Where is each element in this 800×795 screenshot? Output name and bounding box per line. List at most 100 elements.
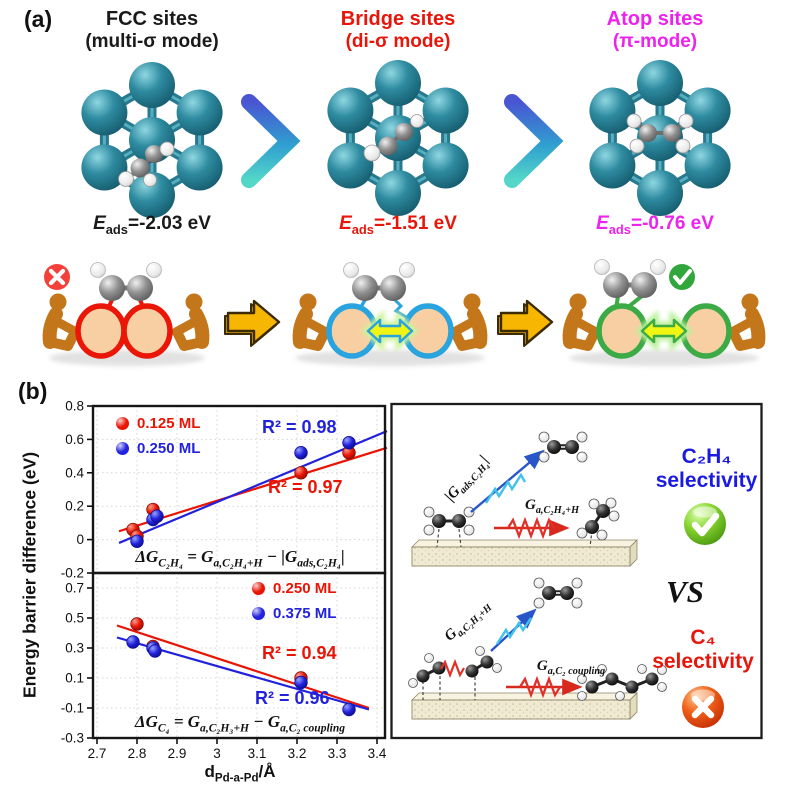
svg-text:2.8: 2.8 [128, 746, 147, 761]
svg-text:0.2: 0.2 [65, 499, 84, 514]
check-badge-glossy-icon [684, 503, 726, 545]
y-axis-label: Energy barrier difference (eV) [19, 451, 40, 699]
carbon-atom [380, 275, 406, 301]
legend-label: 0.125 ML [137, 415, 201, 432]
carbon-atom [127, 275, 153, 301]
carbon-atom [603, 272, 629, 298]
c2h4-selectivity-word: selectivity [655, 469, 758, 492]
series-marker-icon [116, 417, 129, 430]
r-squared-label: R² = 0.97 [268, 477, 343, 497]
data-point [130, 534, 144, 548]
svg-text:0.6: 0.6 [65, 432, 84, 447]
svg-text:0.1: 0.1 [65, 671, 84, 686]
chevron-right-icon [504, 94, 564, 188]
svg-text:0.7: 0.7 [65, 581, 84, 596]
legend-item: 0.125 ML [116, 415, 200, 432]
panel-b-label: (b) [18, 378, 48, 404]
site-title-atop: Atop sites [606, 8, 704, 30]
ethyl-molecule [576, 497, 620, 541]
legend-item: 0.250 ML [252, 580, 336, 597]
data-point [126, 635, 140, 649]
barrier-label-ga-c2h4h: Ga,C₂H₄+H [524, 497, 580, 516]
site-title-bridge: Bridge sites [340, 8, 456, 30]
svg-text:3.1: 3.1 [248, 746, 267, 761]
legend-item: 0.375 ML [252, 605, 336, 622]
svg-text:-0.2: -0.2 [61, 566, 84, 581]
cross-badge-icon [44, 264, 70, 290]
svg-text:0.8: 0.8 [65, 399, 84, 414]
r-squared-label: R² = 0.96 [255, 688, 330, 708]
svg-text:3.3: 3.3 [328, 746, 347, 761]
site-subtitle-bridge: (di-σ mode) [345, 31, 451, 52]
pd-cluster-atop [589, 60, 730, 216]
adsorbate-pi [626, 113, 694, 154]
svg-text:-0.3: -0.3 [61, 731, 84, 746]
energy-spring [519, 675, 561, 699]
adsorbate-di-sigma [363, 114, 424, 162]
check-badge-icon [669, 264, 695, 290]
chevron-right-icon [241, 94, 301, 188]
energy-spring [484, 472, 527, 504]
cross-badge-glossy-icon [682, 686, 724, 728]
c2h4-selectivity-formula: C₂H₄ [681, 445, 732, 468]
vinyl-molecule [465, 646, 502, 678]
legend-label: 0.250 ML [273, 580, 337, 597]
site-title-fcc: FCC sites [105, 8, 199, 30]
panel-a-label: (a) [24, 6, 53, 32]
c4-molecule [577, 664, 667, 701]
eads-value-bridge: Eads=-1.51 eV [339, 213, 457, 237]
svg-text:0: 0 [76, 532, 84, 547]
legend-bottom-chart: 0.250 ML 0.375 ML [252, 580, 336, 622]
data-point [294, 675, 308, 690]
barrier-label-ga-c2coupling: Ga,C₂ coupling [536, 658, 606, 677]
equation-dg-c2h4: ΔGC₂H₄ = Ga,C₂H₄+H − |Gads,C₂H₄| [135, 547, 345, 570]
adsorbed-ethylene-molecule [423, 506, 475, 536]
svg-text:2.7: 2.7 [88, 746, 107, 761]
equation-dg-c4: ΔGC₄ = Ga,C₂H₃+H − Ga,C₂ coupling [134, 712, 346, 735]
legend-label: 0.250 ML [137, 440, 201, 457]
svg-text:0.3: 0.3 [65, 641, 84, 656]
desorption-arrow [470, 449, 545, 513]
series-marker-icon [116, 442, 129, 455]
adsorbate-multi-sigma [118, 141, 175, 187]
vs-label: VS [666, 574, 704, 609]
data-point [130, 617, 144, 631]
c4-selectivity-word: selectivity [652, 650, 754, 673]
energy-spring [507, 516, 555, 540]
svg-text:3: 3 [213, 746, 221, 761]
x-axis-label: dPd-a-Pd/Å [204, 762, 276, 785]
c4-selectivity-formula: C₄ [690, 626, 716, 649]
data-point [342, 436, 356, 450]
eads-value-atop: Eads=-0.76 eV [596, 213, 714, 237]
r-squared-label: R² = 0.98 [262, 417, 337, 437]
series-marker-icon [252, 607, 265, 620]
svg-text:3.2: 3.2 [288, 746, 307, 761]
svg-text:0.4: 0.4 [65, 465, 84, 480]
legend-label: 0.375 ML [273, 605, 337, 622]
svg-text:2.9: 2.9 [168, 746, 187, 761]
data-point [294, 466, 308, 480]
svg-text:-0.1: -0.1 [61, 701, 84, 716]
data-point [148, 644, 162, 658]
eads-value-fcc: Eads=-2.03 eV [93, 213, 211, 237]
svg-text:0.5: 0.5 [65, 611, 84, 626]
pd-cluster-bridge [327, 60, 468, 216]
cartoon-atop-state [570, 259, 759, 359]
catalyst-slab [411, 699, 631, 720]
site-subtitle-atop: (π-mode) [612, 31, 698, 52]
c2h4-pathway-diagram [411, 431, 726, 567]
legend-top-chart: 0.125 ML 0.250 ML [116, 415, 200, 457]
data-point [150, 509, 164, 523]
series-marker-icon [252, 582, 265, 595]
site-subtitle-fcc: (multi-σ mode) [85, 31, 219, 52]
scatter-plot-2: 0.7 0.5 0.3 0.1 -0.1 -0.3 2.7 2.8 2.9 3 3.1 3.2 3.3 3… [61, 571, 387, 761]
catalyst-slab [411, 546, 631, 567]
carbon-atom [99, 275, 125, 301]
r-squared-label: R² = 0.94 [262, 643, 337, 663]
illustration-box-border [390, 402, 763, 740]
pd-cluster-fcc [81, 62, 222, 218]
energy-spring [495, 617, 532, 645]
